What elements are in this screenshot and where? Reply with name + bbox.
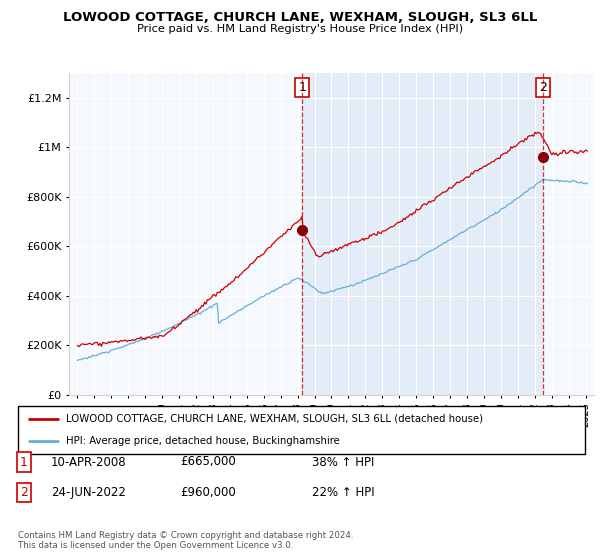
FancyBboxPatch shape <box>18 406 585 454</box>
Text: 22% ↑ HPI: 22% ↑ HPI <box>312 486 374 500</box>
Text: 38% ↑ HPI: 38% ↑ HPI <box>312 455 374 469</box>
Text: LOWOOD COTTAGE, CHURCH LANE, WEXHAM, SLOUGH, SL3 6LL: LOWOOD COTTAGE, CHURCH LANE, WEXHAM, SLO… <box>63 11 537 24</box>
Text: LOWOOD COTTAGE, CHURCH LANE, WEXHAM, SLOUGH, SL3 6LL (detached house): LOWOOD COTTAGE, CHURCH LANE, WEXHAM, SLO… <box>66 414 484 424</box>
Text: 2: 2 <box>20 486 28 500</box>
Text: 10-APR-2008: 10-APR-2008 <box>51 455 127 469</box>
Text: Price paid vs. HM Land Registry's House Price Index (HPI): Price paid vs. HM Land Registry's House … <box>137 24 463 34</box>
Text: £960,000: £960,000 <box>180 486 236 500</box>
Bar <box>302 73 542 395</box>
Text: HPI: Average price, detached house, Buckinghamshire: HPI: Average price, detached house, Buck… <box>66 436 340 446</box>
Text: 1: 1 <box>298 81 306 94</box>
Text: £665,000: £665,000 <box>180 455 236 469</box>
Text: Contains HM Land Registry data © Crown copyright and database right 2024.
This d: Contains HM Land Registry data © Crown c… <box>18 531 353 550</box>
Text: 2: 2 <box>539 81 547 94</box>
Text: 1: 1 <box>20 455 28 469</box>
Text: 24-JUN-2022: 24-JUN-2022 <box>51 486 126 500</box>
